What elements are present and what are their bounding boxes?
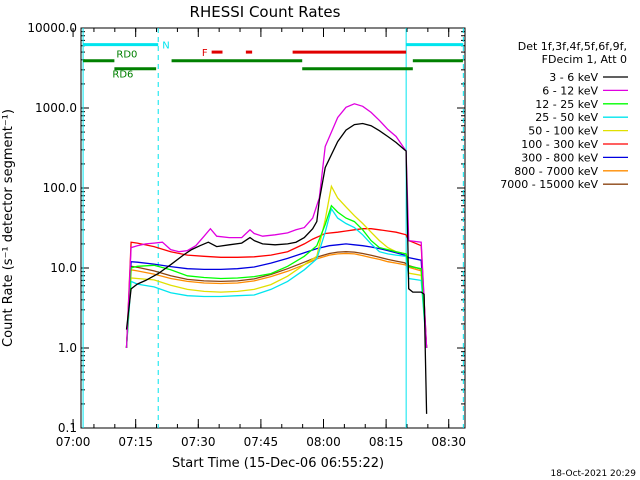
- x-tick-label: 07:45: [244, 435, 279, 449]
- legend-label: 300 - 800 keV: [521, 151, 598, 164]
- legend-label: 25 - 50 keV: [535, 111, 598, 124]
- series-line: [125, 243, 428, 349]
- legend-header: FDecim 1, Att 0: [542, 53, 627, 66]
- series-line: [125, 184, 428, 349]
- y-tick-label: 1000.0: [35, 101, 77, 115]
- timestamp: 18-Oct-2021 20:29: [551, 469, 637, 479]
- flag-label: RD0: [116, 50, 137, 61]
- y-tick-label: 1.0: [58, 341, 77, 355]
- series-line: [125, 204, 428, 349]
- y-tick-label: 0.1: [58, 421, 77, 435]
- plot-frame: [80, 27, 466, 429]
- legend: Det 1f,3f,4f,5f,6f,9f,FDecim 1, Att 0 3 -…: [500, 40, 628, 191]
- series-line: [125, 252, 428, 349]
- legend-label: 3 - 6 keV: [549, 71, 598, 84]
- x-tick-label: 07:00: [56, 435, 91, 449]
- series-line: [125, 228, 428, 349]
- y-axis-label: Count Rate (s⁻¹ detector segment⁻¹): [1, 109, 16, 347]
- y-tick-label: 100.0: [43, 181, 77, 195]
- legend-label: 800 - 7000 keV: [514, 165, 598, 178]
- chart-title: RHESSI Count Rates: [190, 3, 341, 21]
- flag-label: RD6: [112, 70, 133, 81]
- x-tick-label: 08:15: [369, 435, 404, 449]
- y-tick-label: 10.0: [50, 261, 77, 275]
- flag-label: N: [162, 41, 169, 52]
- x-tick-label: 08:00: [306, 435, 341, 449]
- legend-label: 7000 - 15000 keV: [500, 178, 598, 191]
- x-tick-label: 08:30: [431, 435, 466, 449]
- legend-header: Det 1f,3f,4f,5f,6f,9f,: [518, 40, 627, 53]
- series-line: [125, 103, 428, 349]
- series-line: [125, 251, 428, 349]
- x-tick-label: 07:30: [181, 435, 216, 449]
- series-line: [125, 207, 428, 349]
- y-tick-label: 10000.0: [27, 21, 77, 35]
- legend-label: 100 - 300 keV: [521, 138, 598, 151]
- x-axis-label: Start Time (15-Dec-06 06:55:22): [172, 456, 384, 471]
- legend-label: 50 - 100 keV: [528, 125, 598, 138]
- legend-label: 6 - 12 keV: [542, 84, 598, 97]
- flag-label: F: [202, 48, 208, 59]
- series-line: [125, 122, 428, 414]
- x-tick-label: 07:15: [118, 435, 153, 449]
- legend-label: 12 - 25 keV: [535, 98, 598, 111]
